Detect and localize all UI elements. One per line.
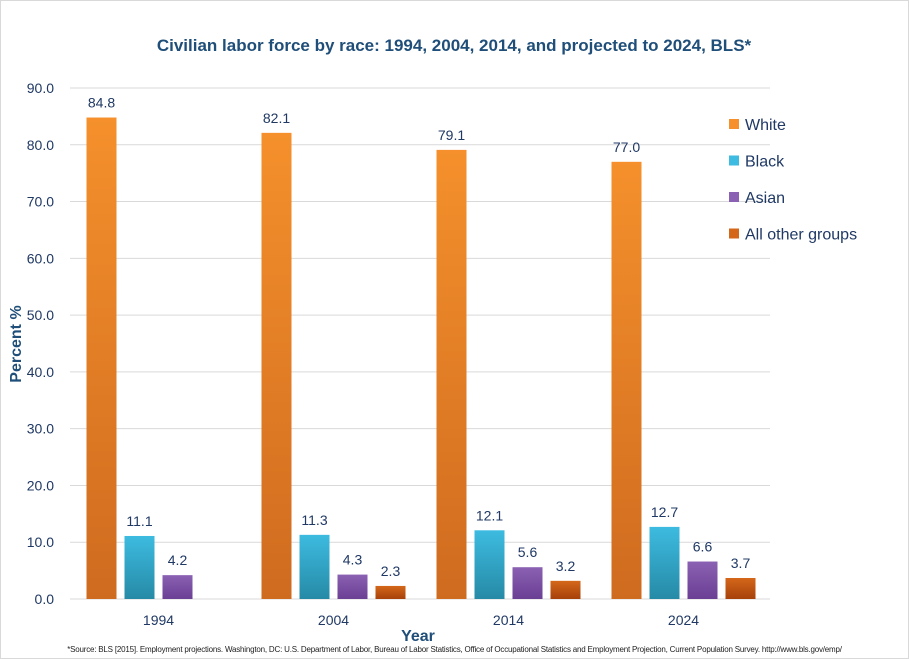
y-tick-label: 80.0 (27, 137, 54, 153)
data-label: 4.2 (168, 552, 188, 568)
data-label: 11.1 (126, 513, 152, 529)
legend-swatch (729, 192, 739, 202)
data-label: 82.1 (263, 110, 290, 126)
data-label: 12.7 (651, 504, 678, 520)
y-tick-label: 20.0 (27, 477, 54, 493)
y-tick-label: 40.0 (27, 364, 54, 380)
data-label: 11.3 (301, 512, 327, 528)
bar-asian (512, 567, 543, 599)
bar-asian (337, 574, 368, 599)
legend-label: White (745, 117, 786, 134)
bar-black (649, 526, 680, 599)
data-label: 12.1 (476, 507, 503, 523)
source-footnote: *Source: BLS [2015]. Employment projecti… (67, 645, 842, 654)
bar-black (124, 535, 155, 599)
data-label: 4.3 (343, 552, 363, 568)
y-tick-label: 50.0 (27, 307, 54, 323)
data-label: 77.0 (613, 139, 640, 155)
y-tick-label: 0.0 (35, 591, 55, 607)
data-label: 79.1 (438, 127, 465, 143)
legend-swatch (729, 228, 739, 239)
legend-label: Asian (745, 190, 785, 207)
bar-asian (687, 561, 718, 599)
y-tick-label: 70.0 (27, 194, 54, 210)
bar-black (299, 534, 330, 599)
legend-swatch (729, 155, 739, 166)
bar-black (474, 530, 505, 599)
data-label: 3.2 (556, 558, 576, 574)
legend-label: Black (745, 154, 785, 171)
bar-white (261, 132, 292, 600)
data-label: 2.3 (381, 563, 401, 579)
bar-white (611, 161, 642, 600)
data-label: 84.8 (88, 95, 115, 111)
bar-white (436, 149, 467, 600)
x-tick-label: 1994 (143, 612, 174, 628)
legend-label: All other groups (745, 227, 857, 244)
y-tick-label: 60.0 (27, 250, 54, 266)
bar-all-other-groups (375, 585, 406, 599)
bar-all-other-groups (550, 580, 581, 599)
data-label: 5.6 (518, 544, 538, 560)
x-tick-label: 2014 (493, 612, 524, 628)
data-label: 6.6 (693, 539, 713, 555)
y-tick-label: 10.0 (27, 534, 54, 550)
bar-asian (162, 575, 193, 599)
legend-swatch (729, 119, 739, 129)
y-tick-label: 30.0 (27, 421, 54, 437)
data-label: 3.7 (731, 555, 751, 571)
x-tick-label: 2004 (318, 612, 349, 628)
y-axis-title: Percent % (8, 305, 25, 382)
chart-title: Civilian labor force by race: 1994, 2004… (157, 36, 752, 55)
x-tick-label: 2024 (668, 612, 699, 628)
x-axis-title: Year (401, 628, 435, 645)
y-tick-label: 90.0 (27, 80, 54, 96)
bar-white (86, 117, 117, 599)
bar-all-other-groups (725, 577, 756, 599)
